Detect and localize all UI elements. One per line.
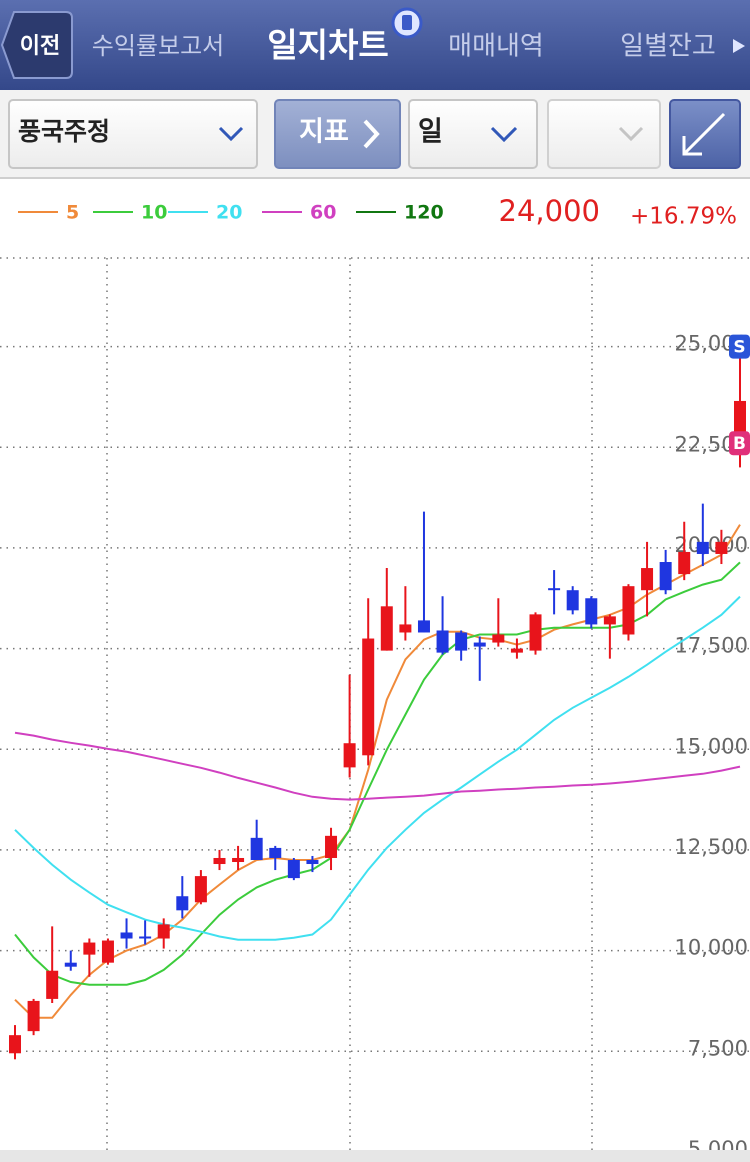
candle-body: [678, 551, 691, 575]
y-tick-label: 12,500: [675, 835, 748, 859]
trade-marker-label: B: [733, 434, 746, 454]
back-label[interactable]: 이전: [20, 34, 60, 59]
trade-marker-label: S: [733, 338, 745, 358]
tab[interactable]: 일별잔고: [620, 32, 716, 62]
candle-body: [622, 586, 635, 635]
indicator-label[interactable]: 지표: [299, 117, 349, 148]
candle-body: [306, 859, 319, 865]
candle-body: [232, 857, 245, 863]
candle-body: [139, 936, 152, 939]
candle-body: [715, 541, 728, 554]
candle-body: [585, 598, 598, 625]
period-label[interactable]: 일: [418, 117, 443, 148]
expand-icon: [682, 112, 726, 156]
candle-body: [566, 590, 579, 611]
stock-name[interactable]: 풍국주정: [18, 117, 110, 146]
candle-body: [194, 876, 207, 903]
y-tick-label: 7,500: [688, 1036, 748, 1060]
legend-label: 5: [66, 202, 79, 224]
candle-body: [46, 970, 59, 999]
candle-body: [399, 624, 412, 633]
candle-body: [287, 859, 300, 879]
legend-label: 120: [404, 202, 444, 224]
candle-body: [659, 562, 672, 591]
candle-body: [343, 743, 356, 768]
tab[interactable]: 매매내역: [448, 32, 544, 62]
candle-body: [213, 857, 226, 865]
tab[interactable]: 수익률보고서: [92, 32, 224, 60]
ma-line: [14, 524, 741, 1019]
chevron: [618, 126, 644, 142]
candle-body: [176, 896, 189, 911]
tab-scroll-arrow[interactable]: [733, 39, 745, 53]
tab-active[interactable]: 일지차트: [267, 26, 388, 65]
candle-body: [250, 837, 263, 860]
y-tick-label: 15,000: [675, 734, 748, 758]
candle-body: [436, 630, 449, 653]
candle-body: [696, 541, 709, 554]
legend: 5 10 20 60 120: [18, 202, 444, 224]
ma-line: [14, 595, 741, 941]
lower-pane: [0, 1150, 750, 1162]
ma-line: [14, 561, 741, 986]
candle-body: [83, 942, 96, 955]
candle-body: [641, 568, 654, 591]
chevron: [490, 126, 518, 143]
candle-body: [101, 940, 114, 963]
candle-body: [269, 847, 282, 858]
y-tick-label: 10,000: [675, 936, 748, 960]
legend-label: 20: [216, 202, 242, 224]
tab-icon-glyph: [402, 15, 412, 30]
period-select[interactable]: [408, 99, 538, 169]
chevron: [363, 119, 380, 149]
candle-body: [157, 924, 170, 939]
chevron: [218, 126, 244, 142]
candle-body: [492, 634, 505, 643]
trade-marker: [729, 431, 750, 456]
candle-body: [548, 588, 561, 591]
candle-body: [120, 932, 133, 939]
back-button[interactable]: [0, 11, 73, 79]
candle-body: [510, 648, 523, 653]
candle-body: [380, 606, 393, 651]
nav-bar: [0, 0, 750, 90]
candle-body: [325, 835, 338, 858]
trade-marker: [729, 334, 750, 359]
change: +16.79%: [630, 204, 737, 230]
candle-body: [27, 1000, 40, 1032]
indicator-button[interactable]: [274, 99, 401, 169]
candle-body: [529, 614, 542, 651]
candle-body: [473, 642, 486, 647]
stock-select[interactable]: [8, 99, 258, 169]
candle-body: [603, 616, 616, 625]
candle-body: [417, 620, 430, 633]
empty-select[interactable]: [547, 99, 661, 169]
ma-line: [14, 731, 741, 801]
plot: 5,0007,50010,00012,50015,00017,50020,000…: [0, 332, 750, 1161]
candle-body: [362, 638, 375, 756]
legend-label: 10: [141, 202, 167, 224]
price: 24,000: [499, 194, 600, 228]
candle-body: [9, 1035, 21, 1054]
candle-body: [455, 632, 468, 651]
candle-body: [64, 962, 77, 967]
y-tick-label: 17,500: [675, 634, 748, 658]
legend-label: 60: [310, 202, 336, 224]
